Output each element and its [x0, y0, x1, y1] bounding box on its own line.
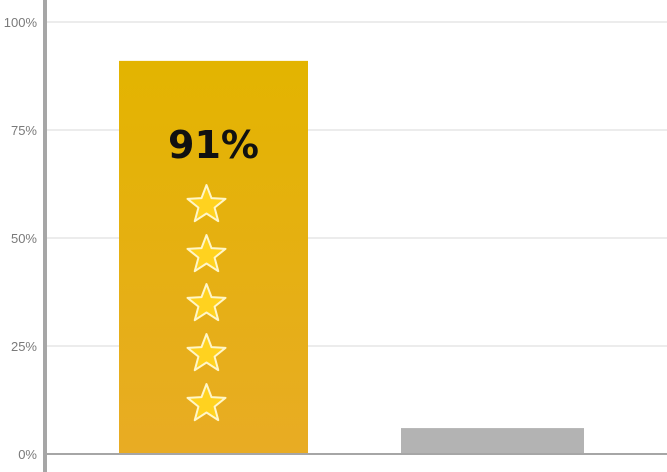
star-icon: [186, 283, 227, 322]
y-tick-label: 50%: [11, 231, 37, 246]
y-tick-label: 25%: [11, 339, 37, 354]
y-tick-label: 100%: [4, 15, 38, 30]
data-labels: 91%: [168, 123, 259, 167]
y-tick-label: 0%: [18, 447, 37, 462]
bar-2: [401, 428, 584, 454]
star-icon: [186, 383, 227, 422]
y-tick-label: 75%: [11, 123, 37, 138]
star-icon: [186, 333, 227, 372]
axes: [43, 0, 667, 472]
rating-stars: [186, 184, 227, 422]
bar-value-label: 91%: [168, 123, 259, 167]
bars: [119, 60, 584, 454]
y-axis-ticks: 0% 25% 50% 75% 100%: [4, 15, 38, 462]
star-icon: [186, 184, 227, 223]
star-icon: [186, 234, 227, 273]
